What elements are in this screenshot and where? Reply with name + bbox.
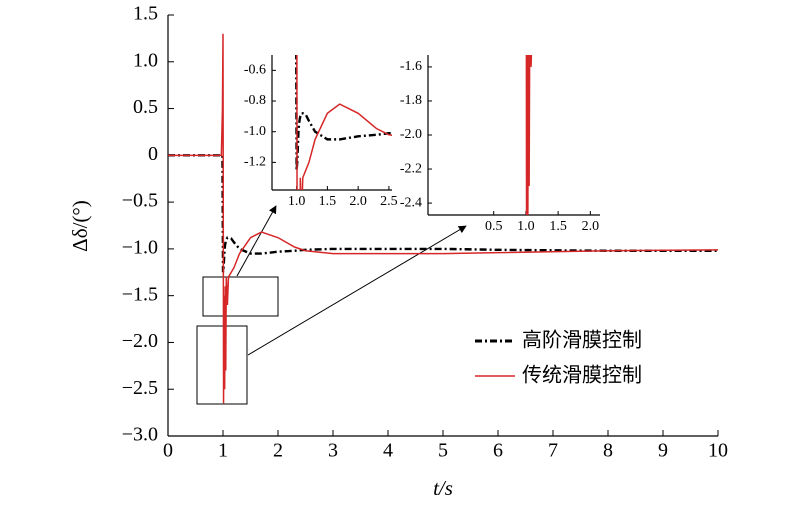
zoom-arrow [247,225,467,356]
x-tick-label: 9 [658,440,668,462]
zoom-box [196,325,248,405]
x-tick-label: 0 [163,440,173,462]
x-tick-label: 2.0 [349,194,367,209]
x-tick-label: 1 [218,440,228,462]
y-tick-label: -1.2 [244,155,266,170]
y-tick-label: -2.4 [400,195,422,210]
x-tick-label: 6 [493,440,503,462]
x-tick-label: 5 [438,440,448,462]
y-tick-label: -1.8 [400,93,422,108]
y-tick-label: 0 [148,143,158,165]
y-tick-label: 1.0 [133,49,158,71]
legend-label: 高阶滑膜控制 [522,328,642,352]
x-tick-label: 0.5 [485,219,503,234]
x-tick-label: 1.0 [517,219,535,234]
y-tick-label: −2.0 [122,330,158,352]
y-tick-label: −1.5 [122,283,158,305]
x-tick-label: 3 [328,440,338,462]
y-tick-label: −1.0 [122,236,158,258]
y-tick-label: 1.5 [133,3,158,25]
x-tick-label: 2.0 [582,219,600,234]
zoom-arrow [236,205,277,277]
x-tick-label: 7 [548,440,558,462]
series-line [296,55,392,190]
x-tick-label: 10 [708,440,728,462]
y-tick-label: -0.8 [244,93,266,108]
x-axis-label: t/s [433,476,453,500]
x-tick-label: 1.5 [549,219,567,234]
x-tick-label: 4 [383,440,393,462]
y-tick-label: -2.0 [400,127,422,142]
y-axis-label: Δδ/(°) [68,200,92,252]
y-tick-label: -2.2 [400,161,422,176]
y-tick-label: -0.6 [244,63,266,78]
inset-background [428,55,600,215]
y-tick-label: -1.6 [400,59,422,74]
inset-background [272,55,392,190]
series-line [462,0,800,7]
x-tick-label: 2 [273,440,283,462]
x-tick-label: 1.5 [319,194,337,209]
y-tick-label: −3.0 [122,424,158,446]
x-tick-label: 1.0 [288,194,306,209]
x-tick-label: 2.5 [380,194,398,209]
x-tick-label: 8 [603,440,613,462]
y-tick-label: −0.5 [122,190,158,212]
series-line [168,33,718,404]
zoom-box [202,276,279,317]
y-tick-label: 0.5 [133,96,158,118]
y-tick-label: -1.0 [244,124,266,139]
y-tick-label: −2.5 [122,377,158,399]
legend-label: 传统滑膜控制 [522,363,642,387]
series-line [168,154,718,273]
